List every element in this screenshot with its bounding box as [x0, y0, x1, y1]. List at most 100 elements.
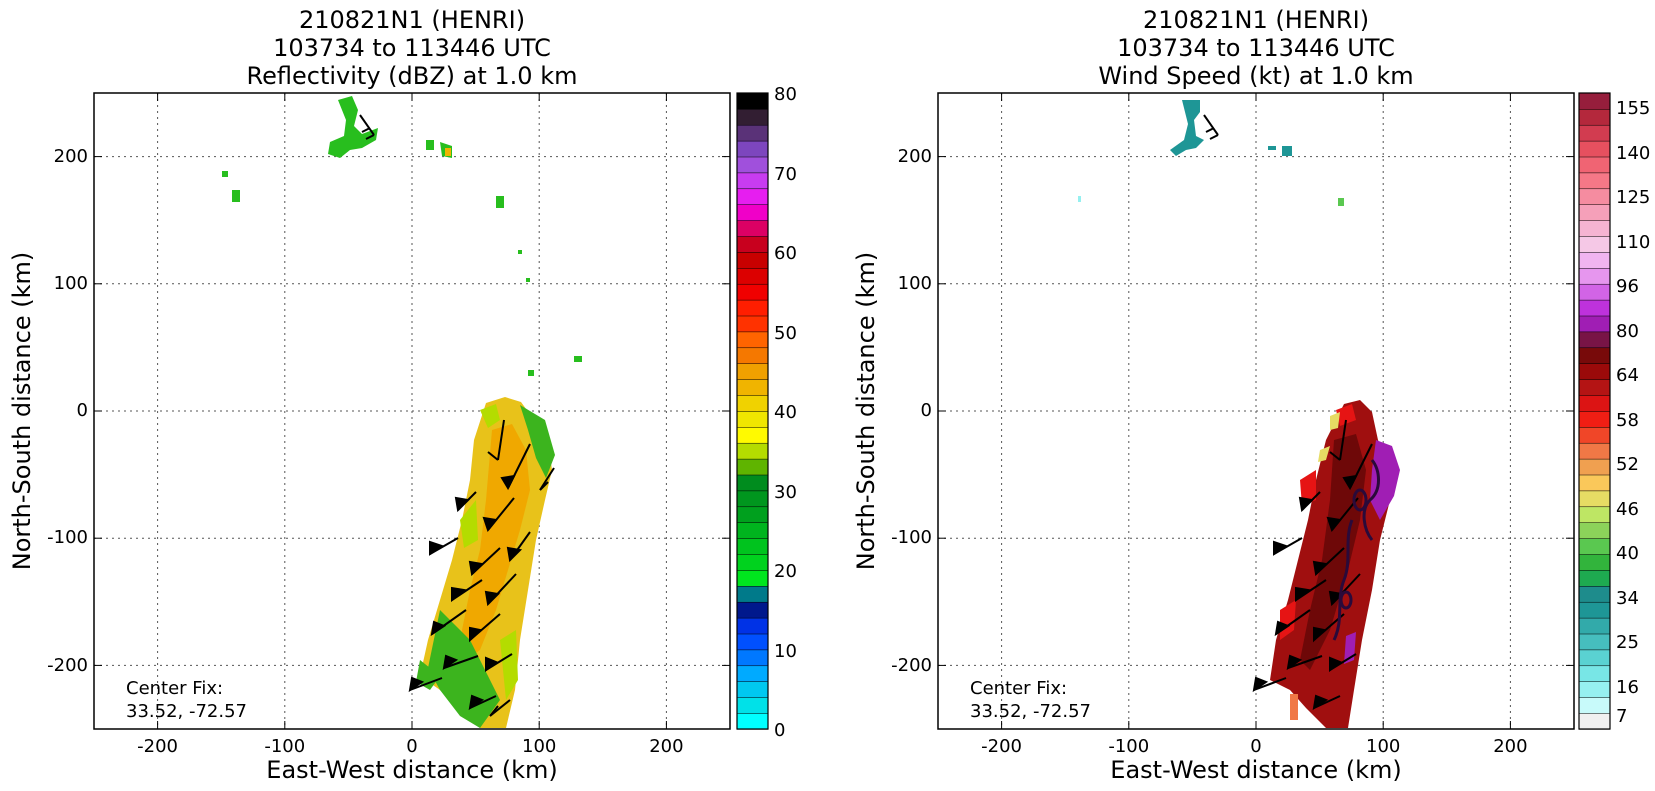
colorbar-segment [1578, 426, 1611, 444]
y-tick-label: -100 [891, 527, 932, 548]
colorbar-segment [736, 522, 769, 539]
colorbar-tick-label: 50 [774, 323, 797, 344]
colorbar-tick-label: 40 [1616, 543, 1639, 564]
colorbar-segment [736, 474, 769, 492]
x-tick-labels: -200 -100 0 100 200 [981, 736, 1527, 757]
colorbar-segment [1578, 442, 1611, 460]
colorbar-segment [1578, 665, 1611, 682]
center-fix-label: Center Fix: [970, 678, 1067, 699]
colorbar-tick-label: 60 [774, 243, 797, 264]
colorbar-segment [736, 347, 769, 364]
colorbar-tick-label: 16 [1616, 677, 1639, 698]
wind-speed-echoes [1078, 100, 1400, 728]
colorbar-tick-label: 70 [774, 164, 797, 185]
colorbar-segment [736, 156, 769, 174]
x-tick-label: 200 [649, 736, 683, 757]
wind-barbs [359, 114, 555, 717]
echo-west-cluster [222, 171, 240, 202]
x-tick-label: 200 [1493, 736, 1527, 757]
colorbar-segment [1578, 585, 1611, 603]
colorbar-segment [1578, 458, 1611, 476]
center-fix-value: 33.52, -72.57 [126, 701, 247, 722]
colorbar-segment [1578, 522, 1611, 539]
colorbar-segment [736, 331, 769, 349]
colorbar-frame [736, 92, 769, 730]
colorbar-tick-label: 20 [774, 561, 797, 582]
colorbar-segment [736, 188, 769, 205]
y-tick-label: 200 [54, 146, 88, 167]
colorbar-segment [736, 553, 769, 571]
wind-main-red [1280, 404, 1356, 640]
colorbar-segment [1578, 696, 1611, 714]
colorbar-segment [736, 315, 769, 333]
y-tick-label: 200 [898, 146, 932, 167]
colorbar-tick-label: 80 [774, 84, 797, 105]
colorbar-segment [1578, 347, 1611, 364]
colorbar-segment [1578, 363, 1611, 380]
y-tick-labels: 200 100 0 -100 -200 [891, 146, 932, 676]
y-axis-label: North-South distance (km) [8, 252, 36, 571]
colorbar-segment [1578, 235, 1611, 253]
echo-north-cluster [328, 96, 378, 158]
x-tick-label: -100 [1108, 736, 1149, 757]
panel-reflectivity: 210821N1 (HENRI) 103734 to 113446 UTC Re… [8, 6, 797, 784]
colorbar-segment [1578, 267, 1611, 285]
panel-title-line-2: 103734 to 113446 UTC [1117, 34, 1395, 62]
colorbar-segment [736, 378, 769, 396]
x-tick-label: -100 [264, 736, 305, 757]
colorbar-segment [1578, 506, 1611, 523]
colorbar-segment [1578, 108, 1611, 126]
wind-main-light [1318, 412, 1340, 462]
panel-title-line-1: 210821N1 (HENRI) [1143, 6, 1369, 34]
panel-title-line-2: 103734 to 113446 UTC [273, 34, 551, 62]
echo-main-edge [416, 405, 555, 728]
colorbar-segment [1578, 601, 1611, 619]
colorbar-segment [1578, 410, 1611, 428]
y-axis-label: North-South distance (km) [852, 252, 880, 571]
colorbar-tick-label: 80 [1616, 321, 1639, 342]
colorbar-segment [736, 506, 769, 523]
colorbar-segment [736, 442, 769, 460]
colorbar-segment [1578, 92, 1611, 110]
echo-main-light [460, 404, 518, 700]
colorbar-tick-label: 10 [774, 641, 797, 662]
colorbar-segment [1578, 633, 1611, 651]
colorbar-segment [736, 251, 769, 269]
colorbar-tick-label: 155 [1616, 98, 1650, 119]
colorbar-segment [736, 394, 769, 412]
wind-main-purple [1344, 440, 1400, 664]
colorbar-segment [736, 569, 769, 587]
colorbar-segment [736, 537, 769, 555]
x-axis-label: East-West distance (km) [266, 756, 557, 784]
colorbar-segment [736, 665, 769, 682]
colorbar-segment [1578, 681, 1611, 698]
colorbar-segment [736, 219, 769, 237]
colorbar-segment [1578, 156, 1611, 174]
y-tick-label: -200 [891, 655, 932, 676]
colorbar-segment [736, 235, 769, 253]
colorbar-segment [1578, 474, 1611, 492]
colorbar-tick-label: 30 [774, 482, 797, 503]
wind-north-cluster [1170, 100, 1204, 156]
wind-main-orange [1290, 694, 1298, 720]
panel-title-line-3: Reflectivity (dBZ) at 1.0 km [247, 62, 578, 90]
echo-main-core [462, 424, 530, 660]
x-tick-label: -200 [981, 736, 1022, 757]
colorbar-segment [736, 585, 769, 603]
wind-barbs [1203, 114, 1373, 711]
colorbar-tick-label: 46 [1616, 499, 1639, 520]
colorbar-segment [1578, 569, 1611, 587]
wind-north-small [1268, 146, 1292, 156]
colorbar-segment [736, 490, 769, 508]
colorbar-segment [736, 458, 769, 476]
colorbar-segment [1578, 553, 1611, 571]
echo-north-small-core [445, 148, 451, 156]
colorbar-segment [736, 124, 769, 142]
colorbar-segment [736, 426, 769, 444]
colorbar-segment [1578, 124, 1611, 142]
colorbar-segment [1578, 219, 1611, 237]
wind-contours [1332, 459, 1380, 641]
colorbar-segment [1578, 204, 1611, 221]
wind-main-dark [1300, 434, 1366, 670]
